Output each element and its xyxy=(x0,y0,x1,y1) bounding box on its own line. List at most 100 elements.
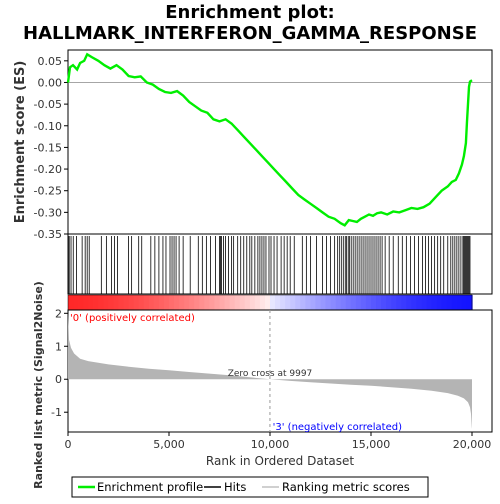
x-tick-label: 0 xyxy=(65,438,72,451)
color-bar-segment xyxy=(219,295,226,310)
color-bar-segment xyxy=(441,295,448,310)
es-panel-frame xyxy=(67,49,493,235)
metric-y-tick-label: -1 xyxy=(51,406,62,419)
color-bar-segment xyxy=(371,295,377,310)
color-bar-segment xyxy=(426,295,433,310)
color-bar-segment xyxy=(199,295,205,310)
color-bar-segment xyxy=(280,295,286,310)
color-bar-segment xyxy=(73,295,79,310)
color-bar-segment xyxy=(184,295,190,310)
legend-enrichment-profile-label: Enrichment profile xyxy=(97,480,203,494)
color-bar-segment xyxy=(204,295,210,310)
color-bar-segment xyxy=(138,295,145,310)
color-bar-segment xyxy=(98,295,104,310)
color-bar-segment xyxy=(270,295,276,310)
color-bar-segment xyxy=(103,295,109,310)
color-bar-segment xyxy=(320,295,327,310)
color-bar-segment xyxy=(350,295,357,310)
x-tick-label: 20,000 xyxy=(453,438,492,451)
color-bar-segment xyxy=(345,295,352,310)
color-bar-segment xyxy=(143,295,150,310)
color-bar-segment xyxy=(118,295,125,310)
plot-title-line1: Enrichment plot: xyxy=(165,2,335,23)
es-y-tick-label: 0.05 xyxy=(38,55,63,68)
legend-box xyxy=(71,476,429,498)
es-y-axis: 0.05 0.00 -0.05 -0.10 -0.15 -0.20 -0.25 -0.30 -0… xyxy=(34,55,68,241)
color-bar-segment xyxy=(83,295,89,310)
color-bar-segment xyxy=(153,295,160,310)
color-bar-segment xyxy=(461,295,468,310)
color-bar-segment xyxy=(169,295,175,310)
color-bar-segment xyxy=(68,295,74,310)
es-y-tick-label: 0.00 xyxy=(38,76,63,89)
x-tick-label: 10,000 xyxy=(251,438,290,451)
color-bar-segment xyxy=(340,295,347,310)
color-bar-segment xyxy=(325,295,332,310)
color-bar-segment xyxy=(456,295,463,310)
color-bar-segment xyxy=(234,295,241,310)
color-bar-segment xyxy=(446,295,453,310)
color-bar-segment xyxy=(315,295,322,310)
color-bar-segment xyxy=(259,295,266,310)
color-bar-segment xyxy=(148,295,155,310)
ranking-metric-area xyxy=(68,313,472,429)
metric-y-tick-label: 1 xyxy=(55,340,62,353)
color-bar-segment xyxy=(249,295,256,310)
ranking-color-bar xyxy=(67,294,473,311)
positive-correlation-label: '0' (positively correlated) xyxy=(70,313,195,324)
es-y-axis-label: Enrichment score (ES) xyxy=(13,61,28,224)
color-bar-segment xyxy=(436,295,443,310)
color-bar-segment xyxy=(300,295,306,310)
color-bar-segment xyxy=(113,295,120,310)
color-bar-segment xyxy=(381,295,387,310)
enrichment-profile-line xyxy=(66,52,473,227)
es-y-tick-label: -0.25 xyxy=(34,185,62,198)
color-bar-segment xyxy=(401,295,407,310)
color-bar-segment xyxy=(396,295,402,310)
es-y-tick-label: -0.20 xyxy=(34,163,62,176)
es-y-tick-label: -0.10 xyxy=(34,120,62,133)
color-bar-segment xyxy=(239,295,246,310)
color-bar-segment xyxy=(391,295,397,310)
color-bar-segment xyxy=(335,295,342,310)
color-bar-segment xyxy=(88,295,94,310)
color-bar-segment xyxy=(209,295,216,310)
color-bar-segment xyxy=(386,295,392,310)
x-axis: 0 5,000 10,000 15,000 20,000 xyxy=(65,432,492,451)
negative-correlation-label: '3' (negatively correlated) xyxy=(273,422,402,433)
legend-hits-label: Hits xyxy=(224,480,246,494)
color-bar-segment xyxy=(360,295,367,310)
color-bar-segment xyxy=(214,295,221,310)
x-tick-label: 15,000 xyxy=(352,438,391,451)
color-bar-segment xyxy=(310,295,317,310)
es-y-tick-label: -0.30 xyxy=(34,206,62,219)
color-bar-segment xyxy=(365,295,372,310)
legend-ranking-metric-label: Ranking metric scores xyxy=(282,480,410,494)
color-bar-segment xyxy=(78,295,84,310)
color-bar-segment xyxy=(133,295,140,310)
color-bar-segment xyxy=(295,295,301,310)
color-bar-segment xyxy=(229,295,236,310)
color-bar-segment xyxy=(431,295,438,310)
color-bar-segment xyxy=(355,295,362,310)
hit-marks xyxy=(68,236,471,294)
color-bar-segment xyxy=(93,295,99,310)
x-axis-label: Rank in Ordered Dataset xyxy=(206,454,354,468)
color-bar-segment xyxy=(290,295,296,310)
color-bar-segment xyxy=(330,295,337,310)
color-bar-segment xyxy=(416,295,423,310)
color-bar-segment xyxy=(406,295,412,310)
color-bar-segment xyxy=(244,295,251,310)
color-bar-segment xyxy=(421,295,428,310)
color-bar-segment xyxy=(158,295,165,310)
color-bar-segment xyxy=(254,295,261,310)
color-bar-segment xyxy=(376,295,382,310)
color-bar-segment xyxy=(264,295,271,310)
metric-y-tick-label: 0 xyxy=(55,373,62,386)
color-bar-segment xyxy=(305,295,311,310)
color-bar-segment xyxy=(108,295,115,310)
plot-title-line2: HALLMARK_INTERFERON_GAMMA_RESPONSE xyxy=(23,23,477,44)
x-tick-label: 5,000 xyxy=(153,438,185,451)
